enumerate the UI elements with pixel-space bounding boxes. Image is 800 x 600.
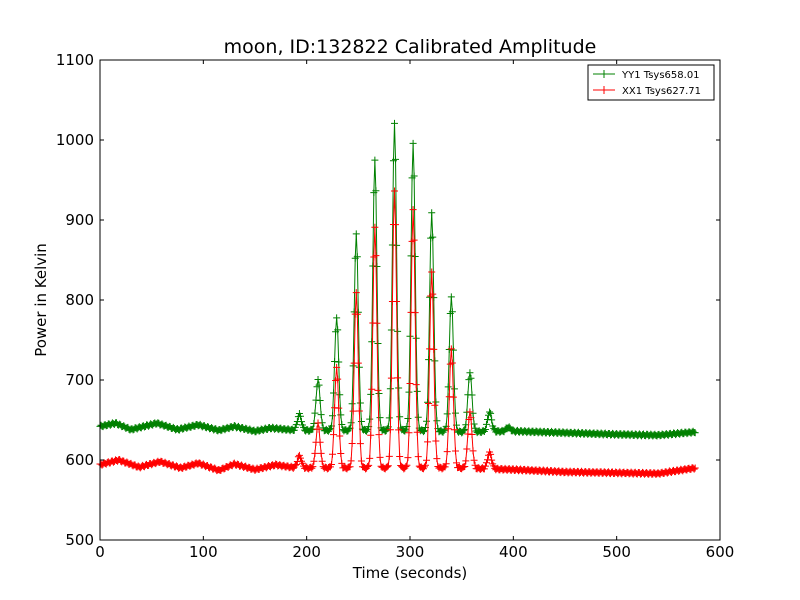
- y-tick-label: 1100: [56, 51, 94, 69]
- y-tick-label: 800: [65, 291, 94, 309]
- legend-label-xx1: XX1 Tsys627.71: [622, 86, 701, 97]
- series-xx1: [96, 187, 699, 479]
- legend-marker-xx1: [600, 86, 608, 94]
- x-tick-label: 100: [189, 543, 218, 561]
- y-tick-label: 700: [65, 371, 94, 389]
- y-tick-label: 500: [65, 531, 94, 549]
- legend: YY1 Tsys658.01 XX1 Tsys627.71: [587, 64, 715, 101]
- legend-marker-yy1: [600, 70, 608, 78]
- x-tick-label: 600: [706, 543, 735, 561]
- chart-title: moon, ID:132822 Calibrated Amplitude: [224, 36, 597, 58]
- series-layer: [96, 119, 699, 479]
- legend-frame: [587, 64, 715, 101]
- plot-area: 0 100 200 300 400 500 600 500 600 700 800 900 1000 11…: [56, 51, 735, 561]
- legend-label-yy1: YY1 Tsys658.01: [621, 70, 700, 81]
- x-tick-label: 200: [292, 543, 321, 561]
- x-tick-label: 400: [499, 543, 528, 561]
- y-tick-label: 900: [65, 211, 94, 229]
- y-tick-label: 1000: [56, 131, 94, 149]
- x-tick-label: 500: [602, 543, 631, 561]
- ticks-layer: 0 100 200 300 400 500 600 500 600 700 800 900 1000 11…: [56, 51, 735, 561]
- x-axis-label: Time (seconds): [352, 564, 468, 582]
- y-axis-label: Power in Kelvin: [32, 243, 50, 357]
- x-tick-label: 0: [95, 543, 105, 561]
- y-tick-label: 600: [65, 451, 94, 469]
- x-tick-label: 300: [396, 543, 425, 561]
